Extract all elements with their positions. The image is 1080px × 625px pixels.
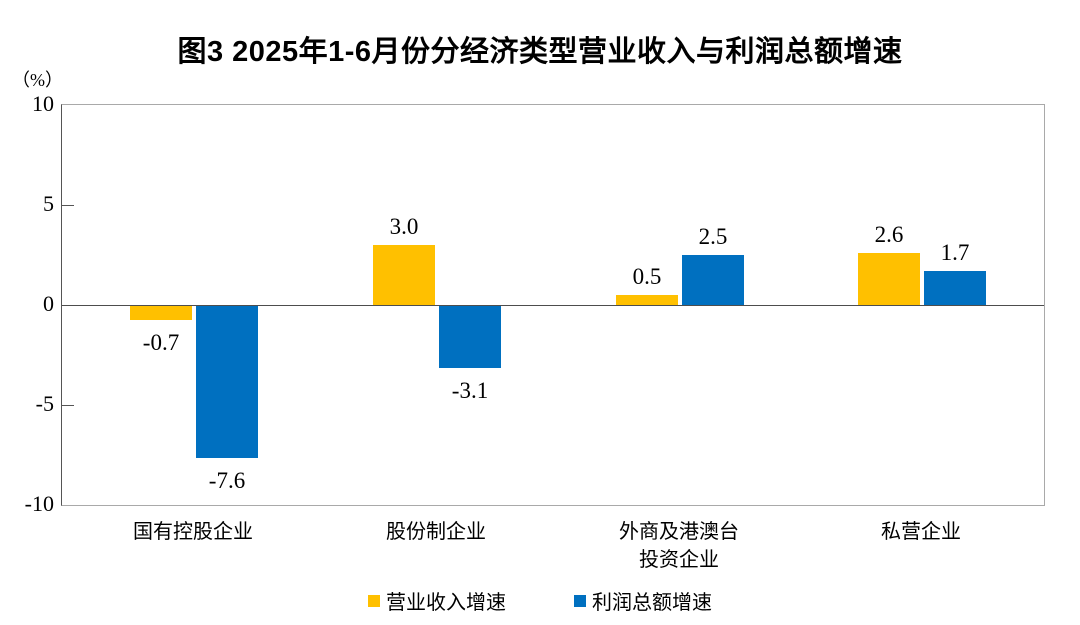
plot-area: -0.7 3.0 0.5 2.6 -7.6 -3.1 2.5 1.7 — [61, 104, 1045, 506]
bar-value-label: 3.0 — [389, 214, 419, 239]
bar-revenue-growth-3 — [858, 253, 920, 305]
bar-profit-growth-2 — [682, 255, 744, 305]
legend: 营业收入增速 利润总额增速 — [0, 586, 1080, 615]
bar-revenue-growth-0 — [130, 306, 192, 320]
bar-value-label: 2.5 — [698, 224, 728, 249]
y-axis-unit-label: （%） — [12, 70, 63, 90]
category-label-2: 外商及港澳台 投资企业 — [619, 521, 739, 571]
legend-label-profit-growth: 利润总额增速 — [592, 592, 712, 614]
legend-swatch-revenue-growth — [368, 594, 380, 607]
y-tick-label: -5 — [35, 391, 54, 416]
bar-value-label: -3.1 — [451, 378, 489, 403]
category-label-0: 国有控股企业 — [133, 521, 253, 543]
bar-revenue-growth-2 — [616, 295, 678, 305]
y-tick-label: 0 — [43, 291, 54, 316]
y-tick-mark — [62, 205, 74, 206]
legend-swatch-profit-growth — [574, 594, 586, 607]
legend-label-revenue-growth: 营业收入增速 — [386, 592, 506, 614]
bar-value-label: 2.6 — [874, 222, 904, 247]
bar-profit-growth-0 — [196, 306, 258, 458]
y-tick-label: 10 — [32, 91, 54, 116]
y-tick-label: 5 — [43, 191, 54, 216]
legend-item-revenue-growth: 营业收入增速 — [368, 586, 506, 615]
y-tick-mark — [62, 405, 74, 406]
category-label-3: 私营企业 — [881, 521, 961, 543]
y-tick-label: -10 — [24, 491, 54, 516]
bar-value-label: -0.7 — [142, 330, 180, 355]
bar-profit-growth-1 — [439, 306, 501, 368]
category-label-1: 股份制企业 — [386, 521, 486, 543]
bar-value-label: 0.5 — [632, 264, 662, 289]
bar-revenue-growth-1 — [373, 245, 435, 305]
zero-axis-line — [62, 305, 1044, 306]
bar-value-label: 1.7 — [940, 240, 970, 265]
bar-value-label: -7.6 — [208, 468, 246, 493]
bar-profit-growth-3 — [924, 271, 986, 305]
chart-title: 图3 2025年1-6月份分经济类型营业收入与利润总额增速 — [177, 36, 903, 68]
legend-item-profit-growth: 利润总额增速 — [574, 586, 712, 615]
